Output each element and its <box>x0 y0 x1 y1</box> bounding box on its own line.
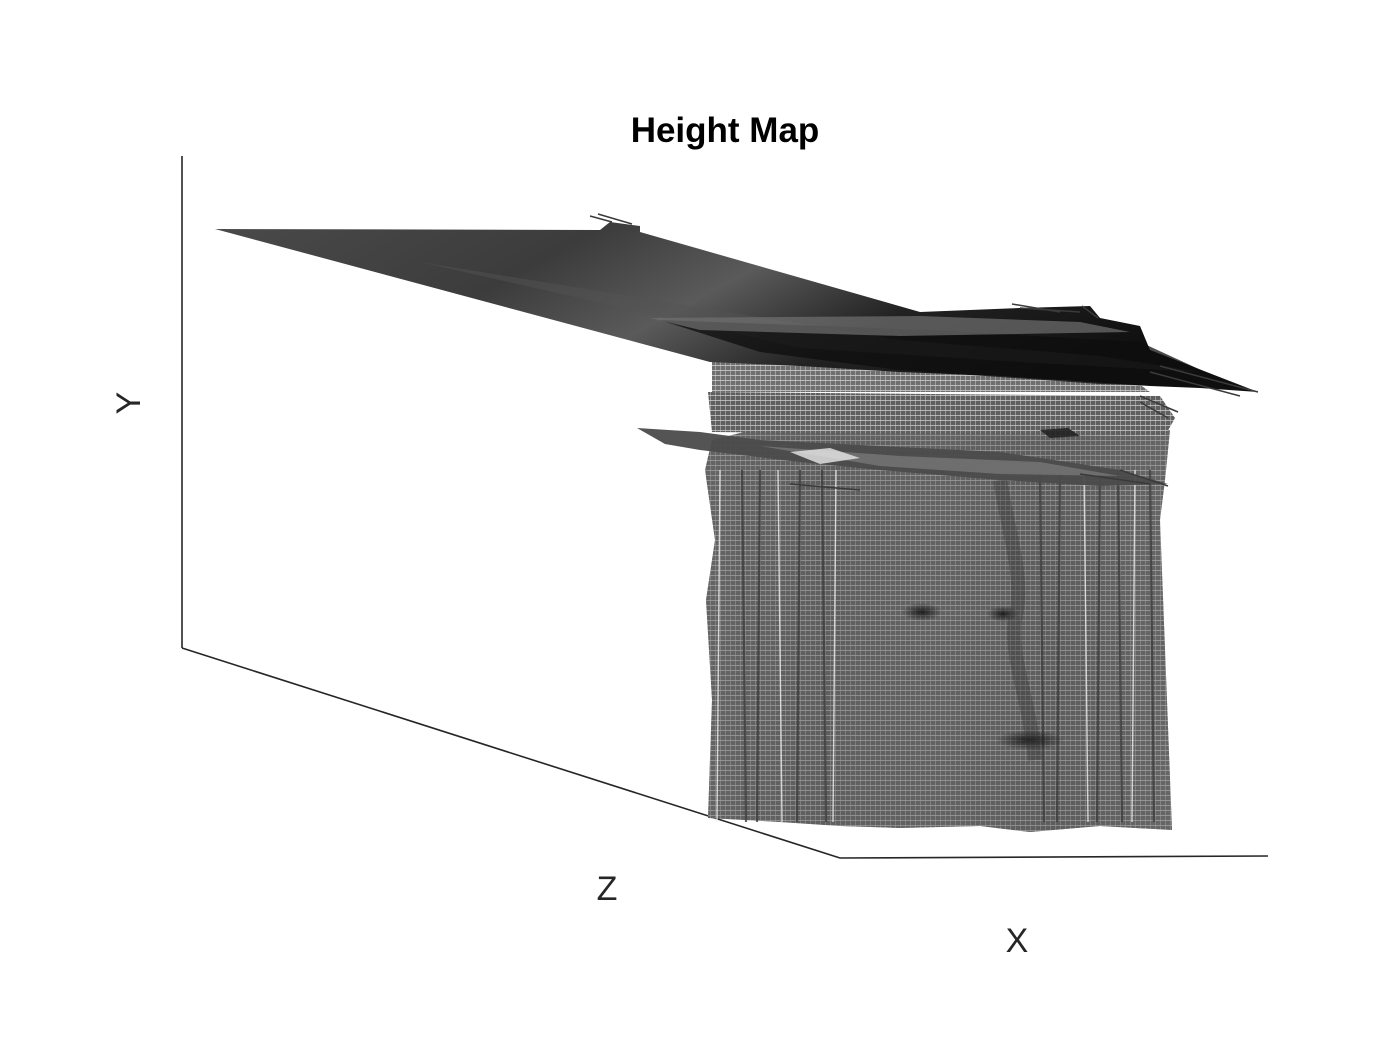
surface-face-column <box>832 469 837 823</box>
surface-face-column <box>1148 469 1156 823</box>
surface-face-column <box>716 469 721 823</box>
surface-upper-band <box>708 392 1175 436</box>
surface-face-column <box>820 469 828 823</box>
axes-box <box>181 156 1269 859</box>
surface-face-column <box>755 469 762 823</box>
surface-face-column <box>795 469 802 823</box>
surface-face-column <box>1116 469 1124 823</box>
surface-mid-band <box>712 360 1150 392</box>
chart-title: Height Map <box>631 111 820 150</box>
surface-top-sheet-dark <box>660 320 1240 388</box>
x-axis-line <box>839 855 1269 859</box>
surface-spikes <box>589 213 1259 491</box>
surface-face-column <box>1083 469 1089 823</box>
surface-ridge <box>993 478 1042 761</box>
surface-face-column <box>1038 469 1046 823</box>
surface-face-column <box>1055 469 1062 823</box>
surface-shadow-1 <box>902 603 942 621</box>
surface-hole-left <box>790 448 860 464</box>
surface-face-columns <box>716 469 1156 823</box>
surface-front-shade <box>705 428 1172 832</box>
y-axis-label: Y <box>110 392 148 415</box>
surface-face-column <box>1095 469 1102 823</box>
surface-shadow-3 <box>996 730 1064 750</box>
surface-face-column <box>740 469 748 823</box>
surface-middle-sheet-highlight <box>760 446 1120 476</box>
surface-top-sheet-light <box>650 316 1130 336</box>
z-axis-line <box>181 647 841 859</box>
surface-face-column <box>1131 469 1136 823</box>
z-axis-label: Z <box>597 870 618 908</box>
surface-shadow-2 <box>987 606 1019 622</box>
surface-hole-right <box>1040 428 1080 438</box>
height-surface <box>215 213 1259 832</box>
surface-face-column <box>777 469 783 823</box>
x-axis-label: X <box>1006 922 1029 960</box>
